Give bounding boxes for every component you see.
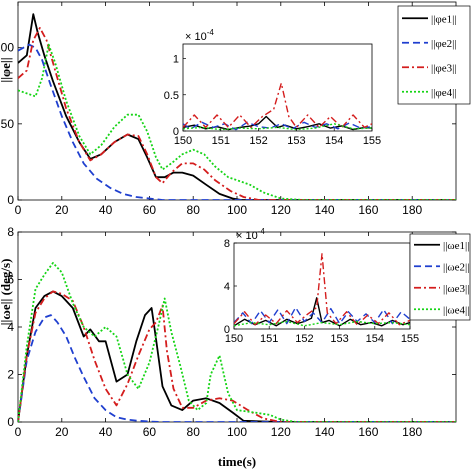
inset-y-tick-label: 1 <box>173 54 179 66</box>
x-tick-label: 160 <box>358 203 378 217</box>
series-line-2 <box>18 43 456 200</box>
x-tick-label: 40 <box>99 425 113 439</box>
x-tick-label: 0 <box>15 203 22 217</box>
inset-series-line-3 <box>183 82 372 129</box>
inset-multiplier: × 10-4 <box>185 28 214 43</box>
inset-x-tick-label: 150 <box>225 333 243 345</box>
inset-series-group <box>234 253 410 327</box>
x-tick-label: 180 <box>402 203 422 217</box>
legend-label-3: ||φe3|| <box>431 62 457 74</box>
x-tick-label: 160 <box>358 425 378 439</box>
legend: ||ωe1|| ||ωe2|| ||ωe3|| ||ωe4|| <box>409 233 471 321</box>
legend-frame <box>397 5 471 105</box>
y-axis-title: ||ωe|| (deg/s) <box>0 259 13 326</box>
series-line-4 <box>18 261 456 422</box>
y-tick-label: 0 <box>7 415 14 429</box>
x-tick-label: 60 <box>143 425 157 439</box>
inset-series-line-1 <box>183 115 372 131</box>
x-tick-label: 100 <box>227 203 247 217</box>
x-tick-label: 180 <box>402 425 422 439</box>
top-panel-phi: 020406080100120140160180050100||φe||1501… <box>0 1 471 217</box>
x-tick-label: 60 <box>143 203 157 217</box>
inset-x-tick-label: 154 <box>325 135 343 147</box>
y-tick-label: 4 <box>7 320 14 334</box>
x-tick-label: 20 <box>55 203 69 217</box>
x-tick-label: 140 <box>315 203 335 217</box>
x-tick-label: 80 <box>187 203 201 217</box>
inset-x-tick-label: 151 <box>212 135 230 147</box>
inset-y-tick-label: 8 <box>224 238 230 250</box>
y-tick-label: 6 <box>7 273 14 287</box>
inset-series-group <box>183 82 372 131</box>
series-group <box>18 13 456 200</box>
x-tick-label: 120 <box>271 425 291 439</box>
inset-x-tick-label: 155 <box>363 135 381 147</box>
inset-frame <box>182 43 373 132</box>
inset-y-tick-label: 4 <box>224 281 230 293</box>
inset-multiplier: × 10-4 <box>236 227 265 242</box>
inset-series-line-4 <box>234 320 410 327</box>
y-axis-title: ||φe|| <box>0 57 13 82</box>
legend-label-4: ||φe4|| <box>431 87 457 99</box>
x-tick-label: 0 <box>15 425 22 439</box>
x-tick-label: 20 <box>55 425 69 439</box>
inset-x-tick-label: 152 <box>249 135 267 147</box>
y-tick-label: 0 <box>7 193 14 207</box>
inset-x-tick-label: 155 <box>401 333 419 345</box>
x-tick-label: 100 <box>227 425 247 439</box>
inset-plot: 150 151 152 153 154 155 0 0.5 1 × 10-4 <box>164 28 381 147</box>
legend-label-4: ||ωe4|| <box>443 304 469 316</box>
x-axis-title: time(s) <box>218 454 256 469</box>
series-line-3 <box>18 290 456 422</box>
series-line-1 <box>18 13 456 200</box>
inset-x-tick-label: 153 <box>330 333 348 345</box>
inset-series-line-3 <box>234 253 410 326</box>
inset-series-line-2 <box>183 121 372 131</box>
legend-label-2: ||ωe2|| <box>443 261 469 273</box>
legend-label-2: ||φe2|| <box>431 38 457 50</box>
y-tick-label: 8 <box>7 225 14 239</box>
legend-label-1: ||ωe1|| <box>443 240 469 252</box>
inset-x-tick-label: 152 <box>295 333 313 345</box>
legend: ||φe1|| ||φe2|| ||φe3|| ||φe4|| <box>397 5 471 105</box>
y-tick-label: 50 <box>1 117 15 131</box>
x-tick-label: 40 <box>99 203 113 217</box>
y-tick-label: 2 <box>7 368 14 382</box>
x-tick-label: 140 <box>315 425 335 439</box>
inset-x-tick-label: 151 <box>260 333 278 345</box>
legend-label-3: ||ωe3|| <box>443 283 469 295</box>
legend-label-1: ||φe1|| <box>431 13 457 25</box>
inset-plot: 150 151 152 153 154 155 0 4 8 × 10-4 <box>224 227 419 345</box>
legend-frame <box>409 233 471 321</box>
series-line-4 <box>18 43 456 200</box>
inset-y-tick-label: 0.5 <box>164 90 179 102</box>
series-line-2 <box>18 314 456 422</box>
inset-y-tick-label: 0 <box>224 324 230 336</box>
inset-x-tick-label: 153 <box>287 135 305 147</box>
y-tick-label: 100 <box>0 41 14 55</box>
inset-x-tick-label: 150 <box>174 135 192 147</box>
x-tick-label: 120 <box>271 203 291 217</box>
inset-x-tick-label: 154 <box>366 333 384 345</box>
inset-y-tick-label: 0 <box>173 126 179 138</box>
x-tick-label: 80 <box>187 425 201 439</box>
series-group <box>18 261 456 422</box>
